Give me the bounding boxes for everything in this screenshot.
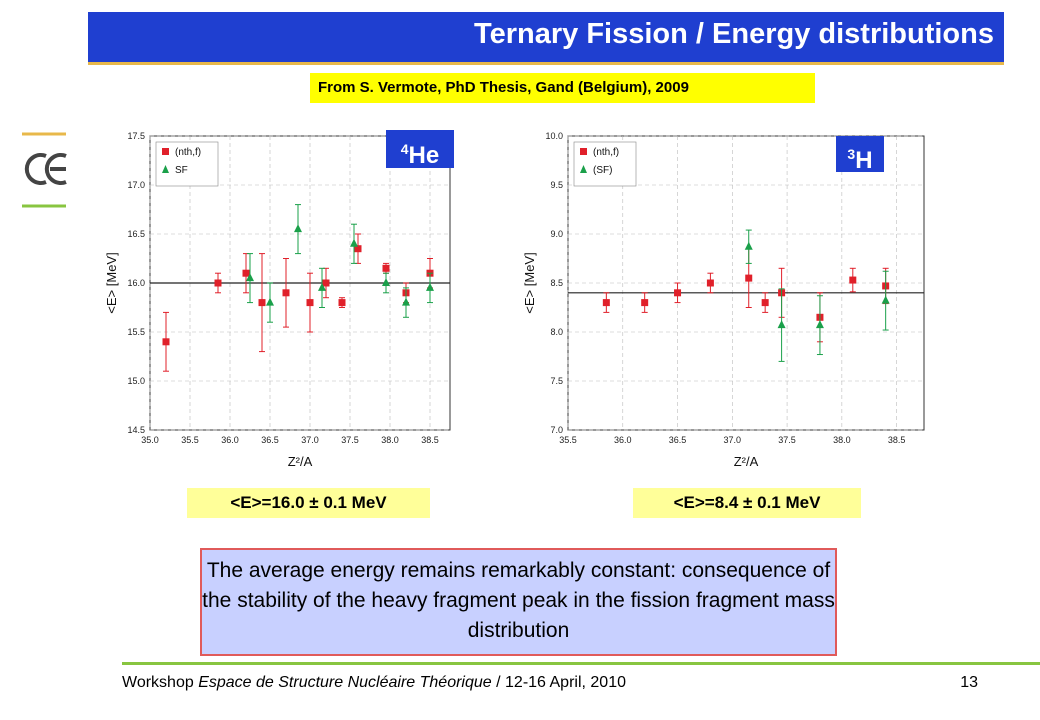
x-tick-label: 38.5: [888, 435, 906, 445]
y-axis-label: <E> [MeV]: [522, 252, 537, 313]
source-citation: From S. Vermote, PhD Thesis, Gand (Belgi…: [310, 73, 815, 103]
data-point-square: [761, 299, 769, 307]
x-tick-label: 35.5: [559, 435, 577, 445]
data-point-square: [338, 299, 346, 307]
x-tick-label: 35.5: [181, 435, 199, 445]
y-tick-label: 16.5: [127, 229, 145, 239]
data-point-triangle: [402, 297, 410, 306]
data-point-triangle: [815, 320, 824, 329]
legend-label: (nth,f): [593, 147, 619, 158]
y-tick-label: 17.5: [127, 131, 145, 141]
x-tick-label: 37.5: [341, 435, 359, 445]
x-tick-label: 38.0: [833, 435, 851, 445]
h3-chart-svg: 7.0 7.5 8.0 8.5 9.0 9.5 10.0 35.5 36.0 36.5 37.0 37…: [522, 131, 925, 469]
he4-mass-number: 4: [400, 141, 409, 157]
y-tick-label: 17.0: [127, 180, 145, 190]
y-tick-label: 15.5: [127, 327, 145, 337]
page-number: 13: [960, 674, 978, 691]
h3-symbol: H: [855, 147, 873, 174]
data-point-triangle: [246, 273, 254, 282]
y-tick-label: 7.0: [550, 425, 563, 435]
data-point-triangle: [382, 278, 390, 286]
data-point-square: [306, 299, 314, 307]
legend-marker-triangle: [580, 165, 587, 173]
data-point-triangle: [426, 282, 434, 291]
data-point-triangle: [777, 320, 786, 329]
data-point-triangle: [744, 241, 753, 250]
conclusion-box: The average energy remains remarkably co…: [200, 548, 837, 656]
x-axis-label: Z²/A: [288, 454, 313, 469]
data-point-square: [602, 299, 610, 307]
data-point-triangle: [881, 295, 890, 304]
x-tick-label: 36.5: [261, 435, 279, 445]
h3-energy-chart: 7.0 7.5 8.0 8.5 9.0 9.5 10.0 35.5 36.0 36.5 37.0 37…: [520, 106, 942, 492]
y-tick-label: 15.0: [127, 376, 145, 386]
footer-date: / 12-16 April, 2010: [491, 674, 626, 691]
data-point-square: [674, 289, 682, 297]
he4-particle-tag: 4He: [386, 130, 454, 169]
he4-energy-chart: 14.5 15.0 15.5 16.0 16.5 17.0 17.5 35.0 35.5 36.0…: [88, 106, 460, 492]
legend-label: (nth,f): [175, 147, 201, 158]
legend-label: (SF): [593, 165, 612, 176]
legend-marker-square: [162, 148, 169, 155]
he4-symbol: He: [408, 142, 440, 169]
y-tick-label: 9.0: [550, 229, 563, 239]
legend-marker-square: [580, 148, 587, 155]
data-point-square: [282, 289, 290, 297]
x-tick-label: 37.5: [778, 435, 796, 445]
data-point-square: [706, 279, 714, 287]
y-axis-label: <E> [MeV]: [104, 252, 119, 313]
x-tick-label: 36.5: [669, 435, 687, 445]
data-point-square: [745, 274, 753, 282]
data-point-square: [354, 245, 362, 253]
data-point-triangle: [318, 282, 326, 291]
h3-mass-number: 3: [847, 146, 856, 162]
footer-text: Workshop Espace de Structure Nucléaire T…: [122, 674, 626, 692]
x-tick-label: 36.0: [614, 435, 632, 445]
data-point-square: [162, 338, 170, 346]
y-tick-label: 16.0: [127, 278, 145, 288]
data-point-triangle: [350, 238, 358, 247]
x-axis-label: Z²/A: [734, 454, 759, 469]
he4-chart-svg: 14.5 15.0 15.5 16.0 16.5 17.0 17.5 35.0 35.5 36.0…: [104, 131, 451, 469]
data-point-square: [382, 264, 390, 272]
y-tick-label: 7.5: [550, 376, 563, 386]
y-tick-label: 10.0: [545, 131, 563, 141]
slide-title: Ternary Fission / Energy distributions: [474, 18, 994, 50]
data-point-square: [242, 269, 250, 277]
legend-label: SF: [175, 165, 188, 176]
cea-logo: [22, 132, 67, 208]
h3-particle-tag: 3H: [836, 136, 884, 174]
y-tick-label: 9.5: [550, 180, 563, 190]
x-tick-label: 35.0: [141, 435, 159, 445]
footer-line: [122, 662, 1040, 665]
he4-mean-energy: <E>=16.0 ± 0.1 MeV: [187, 488, 430, 518]
x-tick-label: 37.0: [301, 435, 319, 445]
footer-workshop-name: Espace de Structure Nucléaire Théorique: [198, 674, 492, 691]
h3-mean-energy: <E>=8.4 ± 0.1 MeV: [633, 488, 861, 518]
footer-prefix: Workshop: [122, 674, 199, 691]
data-point-square: [322, 279, 330, 287]
title-bar: Ternary Fission / Energy distributions: [88, 12, 1004, 62]
y-tick-label: 8.5: [550, 278, 563, 288]
x-tick-label: 36.0: [221, 435, 239, 445]
data-point-square: [258, 299, 266, 307]
x-tick-label: 38.5: [421, 435, 439, 445]
y-tick-label: 14.5: [127, 425, 145, 435]
data-point-square: [641, 299, 649, 307]
title-underline: [88, 62, 1004, 65]
data-point-triangle: [294, 224, 302, 233]
data-point-triangle: [266, 297, 274, 306]
x-tick-label: 37.0: [724, 435, 742, 445]
legend-marker-triangle: [162, 165, 169, 173]
y-tick-label: 8.0: [550, 327, 563, 337]
data-point-square: [214, 279, 222, 287]
x-tick-label: 38.0: [381, 435, 399, 445]
data-point-square: [849, 276, 857, 284]
